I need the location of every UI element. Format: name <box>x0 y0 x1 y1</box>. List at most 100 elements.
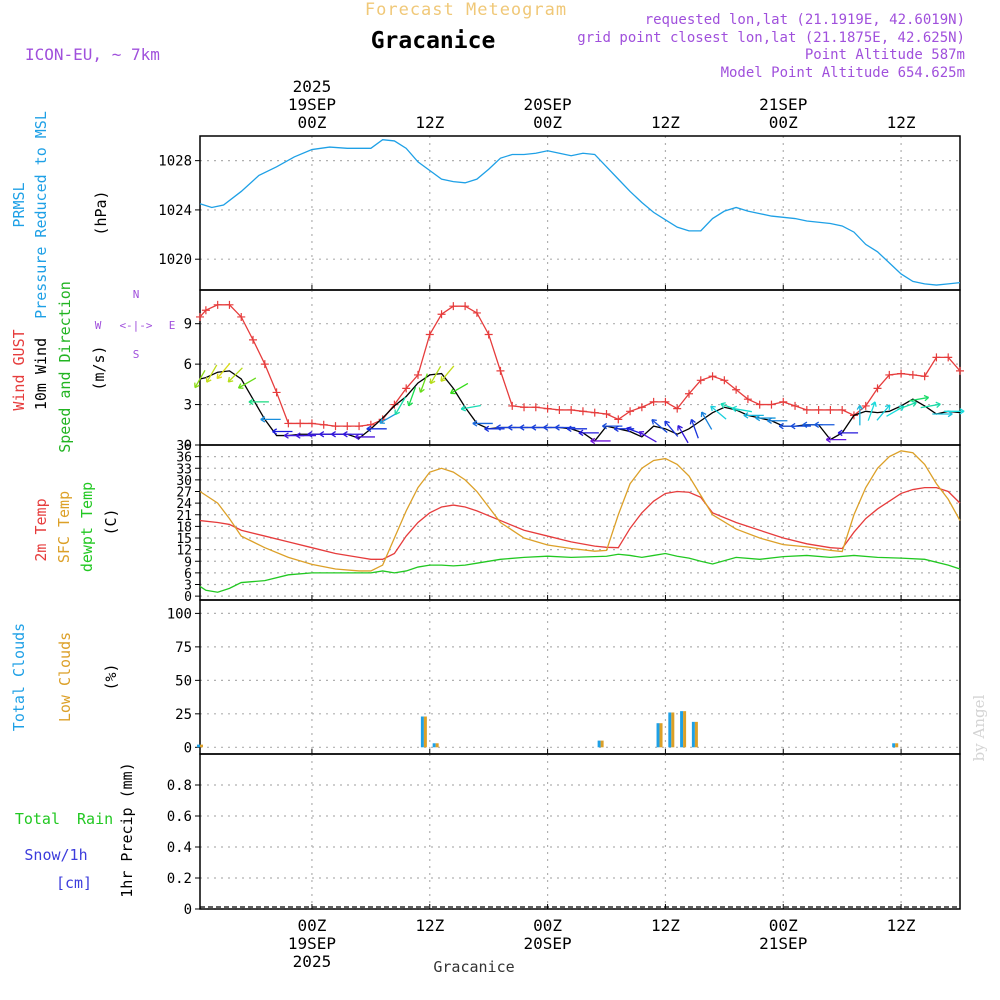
wind-arrow-head <box>566 425 572 433</box>
gust-marker <box>531 403 540 412</box>
wind-arrow <box>206 364 218 383</box>
wind-arrow-head <box>700 411 707 418</box>
ytick-label: 12 <box>176 544 192 559</box>
gust-marker <box>355 422 364 431</box>
wind-arrow <box>638 431 657 443</box>
footer-station: Gracanice <box>433 958 514 976</box>
gust-marker <box>732 385 741 394</box>
top-time-label: 20SEP <box>524 95 572 114</box>
gust-marker <box>908 370 917 379</box>
series-prmsl <box>199 139 961 286</box>
ytick-label: 9 <box>184 317 192 333</box>
wind-arrow-head <box>205 377 212 383</box>
bottom-time-label: 19SEP <box>288 934 336 953</box>
wind-arrow-head <box>507 424 513 431</box>
tsfc-label: SFC Temp <box>55 491 73 563</box>
wind-arrow <box>238 377 257 389</box>
wind10m-label: 10m Wind <box>32 338 50 410</box>
ytick-label: 21 <box>176 509 192 524</box>
ytick-label: 0.2 <box>167 871 192 887</box>
cloud-bar-total-clouds <box>656 723 660 748</box>
gust-marker <box>791 401 800 410</box>
plot-layer: 1020102410280369036912151821242730333639… <box>158 77 965 971</box>
panel-pressure: 1020 1024 1028 <box>158 135 961 291</box>
ytick-label: 6 <box>184 357 192 373</box>
cloud-bar-total-clouds <box>691 721 695 748</box>
wind-arrow-head <box>743 412 749 419</box>
bottom-time-label: 20SEP <box>524 934 572 953</box>
wind-arrow-head <box>307 430 313 438</box>
wind-arrow-head <box>440 376 446 382</box>
panel-frame <box>199 753 961 910</box>
wind-arrow <box>867 401 876 421</box>
cloud-bar-low-clouds <box>694 721 698 748</box>
ytick-label: 33 <box>176 462 192 477</box>
gust-marker <box>802 405 811 414</box>
wind-arrow-head <box>825 436 831 443</box>
point-altitude: Point Altitude 587m <box>805 47 965 63</box>
wind-arrow <box>690 419 699 439</box>
wind-arrow <box>908 396 929 402</box>
wind-arrow <box>408 386 417 407</box>
cloud-bar-total-clouds <box>668 712 672 748</box>
wind-arrow-head <box>720 402 726 409</box>
t2m-label: 2m Temp <box>32 498 50 561</box>
snow-label: Snow/1h <box>24 846 87 864</box>
gust-marker <box>520 403 529 412</box>
wind-arrow <box>461 404 481 410</box>
wind-arrow-head <box>590 437 596 445</box>
wind-arrow-head <box>790 422 796 430</box>
gust-marker <box>284 419 293 428</box>
cloud-bar-low-clouds <box>435 743 439 748</box>
top-time-label: 21SEP <box>759 95 807 114</box>
gust-marker <box>814 405 823 414</box>
wind-arrow-head <box>283 432 289 439</box>
ytick-label: 0.8 <box>167 778 192 794</box>
cloud-bar-total-clouds <box>680 711 684 748</box>
compass-w: W <box>95 319 102 332</box>
top-time-label: 00Z <box>533 113 562 132</box>
cloud-bar-low-clouds <box>895 743 899 748</box>
gust-marker <box>437 310 446 319</box>
gust-marker <box>696 376 705 385</box>
wind-arrow-head <box>496 424 501 431</box>
panel-frame <box>199 289 961 446</box>
wind-arrow <box>664 420 679 437</box>
bottom-time-label: 12Z <box>651 916 680 935</box>
gust-marker <box>413 370 422 379</box>
wind-arrow-head <box>194 382 200 389</box>
model-label: ICON-EU, ~ 7km <box>25 45 160 64</box>
wind-arrow <box>450 382 469 394</box>
cloud-bar-low-clouds <box>683 711 687 748</box>
gust-marker <box>767 400 776 409</box>
wind-arrow <box>194 369 206 388</box>
wind-arrow-head <box>519 424 525 431</box>
gust-marker <box>838 405 847 414</box>
gust-marker <box>425 330 434 339</box>
cloud-labels: Total Clouds Low Clouds (%) <box>10 623 120 731</box>
wind-arrow <box>710 405 727 420</box>
precip-unit: 1hr Precip (mm) <box>118 762 136 897</box>
gust-marker <box>932 353 941 362</box>
pressure-unit: (hPa) <box>92 190 110 235</box>
ytick-label: 25 <box>175 707 192 723</box>
gust-marker <box>602 410 611 418</box>
wind-arrow-head <box>923 394 930 402</box>
clouds-unit: (%) <box>102 663 120 690</box>
gust-marker <box>201 306 210 315</box>
gust-marker <box>343 422 352 431</box>
gust-marker <box>484 330 493 339</box>
wind-arrow-head <box>802 421 808 429</box>
gust-marker <box>249 335 258 344</box>
gust-marker <box>496 366 505 375</box>
wind-arrow-head <box>272 428 278 435</box>
wind-arrow-head <box>418 387 425 393</box>
wind-arrow-head <box>935 401 941 409</box>
cloud-bar-total-clouds <box>432 743 436 748</box>
wind-arrow-head <box>677 424 683 431</box>
gust-marker <box>661 397 670 406</box>
ytick-label: 0 <box>184 590 192 605</box>
gust-marker <box>296 419 305 428</box>
cloud-bar-total-clouds <box>892 743 896 748</box>
wind-arrow-head <box>543 424 549 431</box>
